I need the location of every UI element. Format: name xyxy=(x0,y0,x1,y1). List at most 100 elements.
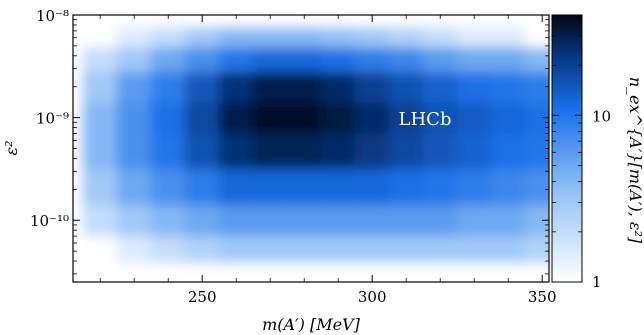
heatmap-cell xyxy=(422,261,458,282)
heatmap-cell xyxy=(184,101,220,134)
heatmap-cell xyxy=(354,168,390,206)
heatmap-cell xyxy=(184,70,220,103)
heatmap-cell xyxy=(456,15,492,27)
heatmap-cell xyxy=(218,204,254,237)
heatmap-cell xyxy=(150,101,186,134)
heatmap-cell xyxy=(184,46,220,72)
heatmap-cell xyxy=(117,282,152,301)
heatmap-cell xyxy=(354,261,390,282)
heatmap-cell xyxy=(354,204,390,237)
heatmap-cell xyxy=(286,132,322,170)
heatmap-cell xyxy=(218,261,254,282)
heatmap-cell xyxy=(422,46,458,72)
heatmap-cell xyxy=(354,101,390,134)
heatmap-cell xyxy=(524,261,549,282)
heatmap-cell xyxy=(320,70,356,103)
heatmap-cell xyxy=(116,46,152,72)
heatmap-cell xyxy=(490,261,526,282)
heatmap-cell xyxy=(422,70,458,103)
heatmap-cell xyxy=(150,261,186,282)
heatmap-cell xyxy=(354,70,390,103)
heatmap-cell xyxy=(184,25,220,48)
y-axis: 10⁻¹⁰ 10⁻⁹ 10⁻⁸ xyxy=(30,7,549,275)
heatmap-cell xyxy=(116,261,152,282)
heatmap-cell xyxy=(252,46,288,72)
heatmap-cell xyxy=(524,235,549,263)
heatmap-cell xyxy=(490,235,526,263)
heatmap-cell xyxy=(388,15,424,27)
heatmap-cell xyxy=(83,282,118,301)
x-tick-label: 300 xyxy=(358,288,387,306)
heatmap-cell xyxy=(388,204,424,237)
heatmap-cell xyxy=(456,132,492,170)
heatmap-cell xyxy=(252,25,288,48)
heatmap-cell xyxy=(82,101,118,134)
heatmap-cell xyxy=(524,70,549,103)
heatmap-cell xyxy=(218,15,254,27)
heatmap-cell xyxy=(388,261,424,282)
heatmap-cell xyxy=(388,70,424,103)
heatmap-cell xyxy=(218,101,254,134)
heatmap-cell xyxy=(422,25,458,48)
heatmap-cell xyxy=(524,15,549,27)
heatmap-cell xyxy=(524,132,549,170)
heatmap-cell xyxy=(286,235,322,263)
heatmap-cell xyxy=(423,282,458,301)
heatmap-cell xyxy=(456,235,492,263)
heatmap-cell xyxy=(82,168,118,206)
heatmap-cell xyxy=(422,101,458,134)
heatmap-cell xyxy=(456,46,492,72)
heatmap-cell xyxy=(456,168,492,206)
heatmap-cell xyxy=(252,70,288,103)
heatmap-cell xyxy=(116,25,152,48)
heatmap-cell xyxy=(286,25,322,48)
heatmap-cell xyxy=(321,282,356,301)
heatmap-cell xyxy=(218,235,254,263)
heatmap-cell xyxy=(320,132,356,170)
heatmap-cell xyxy=(286,15,322,27)
heatmap-cell xyxy=(82,132,118,170)
heatmap-cell xyxy=(354,46,390,72)
heatmap-cell xyxy=(490,168,526,206)
heatmap-cell xyxy=(218,25,254,48)
heatmap-cell xyxy=(490,101,526,134)
heatmap-cell xyxy=(116,101,152,134)
heatmap-cell xyxy=(286,70,322,103)
heatmap-cell xyxy=(388,132,424,170)
heatmap-cell xyxy=(490,25,526,48)
heatmap-cell xyxy=(82,15,118,27)
heatmap-cell xyxy=(320,204,356,237)
heatmap-cell xyxy=(354,25,390,48)
colorbar-label: n_ex^{A′}[m(A′), ε²] xyxy=(626,77,644,244)
heatmap-cell xyxy=(218,168,254,206)
heatmap-cell xyxy=(490,132,526,170)
heatmap-cell xyxy=(320,15,356,27)
heatmap-cell xyxy=(150,168,186,206)
heatmap-cell xyxy=(286,261,322,282)
heatmap-cell xyxy=(389,282,424,301)
y-tick-label: 10⁻⁹ xyxy=(36,110,69,128)
heatmap-cell xyxy=(150,132,186,170)
heatmap-cell xyxy=(151,282,186,301)
x-tick-label: 250 xyxy=(188,288,217,306)
heatmap-cell xyxy=(490,15,526,27)
heatmap-cell xyxy=(116,168,152,206)
heatmap-cell xyxy=(422,204,458,237)
heatmap-cell xyxy=(82,46,118,72)
heatmap-cell xyxy=(218,46,254,72)
heatmap-cell xyxy=(252,168,288,206)
heatmap-cell xyxy=(320,25,356,48)
heatmap-cell xyxy=(422,168,458,206)
heatmap-cell xyxy=(184,235,220,263)
heatmap-cell xyxy=(456,261,492,282)
heatmap-cell xyxy=(388,168,424,206)
x-tick-label: 350 xyxy=(528,288,557,306)
heatmap-cell xyxy=(150,204,186,237)
heatmap-cell xyxy=(184,132,220,170)
heatmap-cell xyxy=(116,70,152,103)
heatmap-cell xyxy=(388,101,424,134)
heatmap-cell xyxy=(218,70,254,103)
heatmap-cell xyxy=(320,168,356,206)
heatmap-cell xyxy=(456,25,492,48)
heatmap-cell xyxy=(82,261,118,282)
